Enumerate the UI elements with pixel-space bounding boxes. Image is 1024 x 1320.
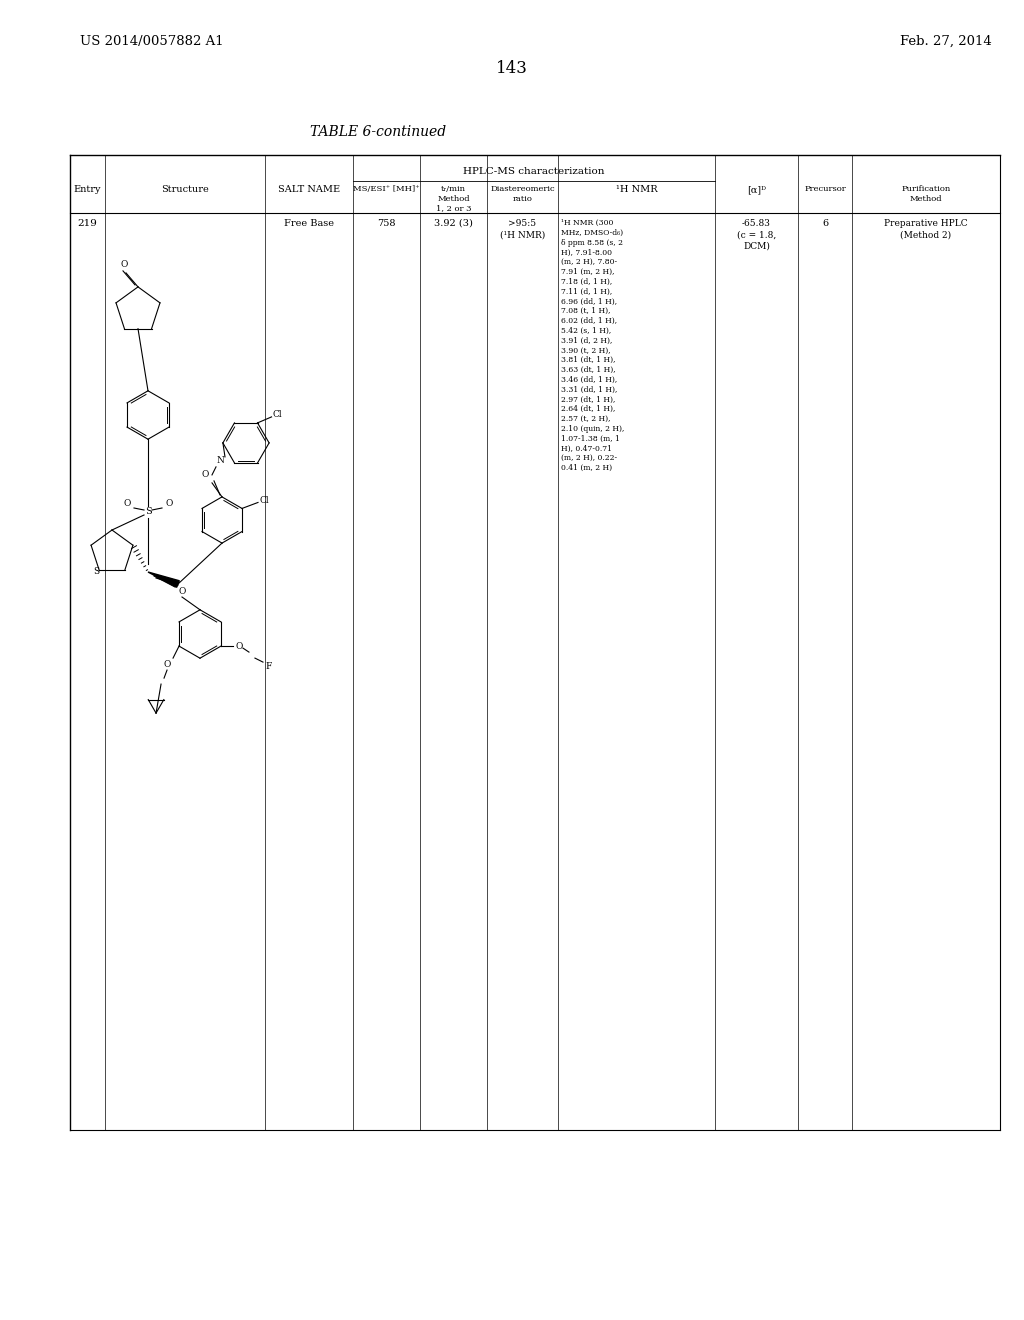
Text: Feb. 27, 2014: Feb. 27, 2014	[900, 36, 992, 48]
Text: O: O	[165, 499, 173, 508]
Text: ¹H NMR (300
MHz, DMSO-d₆)
δ ppm 8.58 (s, 2
H), 7.91-8.00
(m, 2 H), 7.80-
7.91 (m: ¹H NMR (300 MHz, DMSO-d₆) δ ppm 8.58 (s,…	[561, 219, 625, 473]
Text: US 2014/0057882 A1: US 2014/0057882 A1	[80, 36, 223, 48]
Text: O: O	[164, 660, 171, 669]
Text: Entry: Entry	[74, 185, 101, 194]
Text: 3.92 (3): 3.92 (3)	[434, 219, 473, 228]
Text: ¹H NMR: ¹H NMR	[615, 185, 657, 194]
Text: 758: 758	[377, 219, 395, 228]
Text: O: O	[178, 587, 185, 597]
Text: tᵣ/min
Method
1, 2 or 3: tᵣ/min Method 1, 2 or 3	[436, 185, 471, 213]
Text: Cl: Cl	[259, 496, 269, 506]
Text: TABLE 6-continued: TABLE 6-continued	[310, 125, 446, 139]
Text: O: O	[202, 470, 209, 479]
Text: 6: 6	[822, 219, 828, 228]
Text: >95:5
(¹H NMR): >95:5 (¹H NMR)	[500, 219, 545, 239]
Text: 143: 143	[496, 59, 528, 77]
Text: F: F	[266, 661, 272, 671]
Text: Structure: Structure	[161, 185, 209, 194]
Text: Precursor: Precursor	[804, 185, 846, 193]
Text: [α]ᴰ: [α]ᴰ	[746, 185, 766, 194]
Text: S: S	[144, 507, 152, 516]
Polygon shape	[148, 572, 179, 587]
Text: N: N	[216, 457, 224, 466]
Text: O: O	[123, 499, 131, 508]
Text: Purification
Method: Purification Method	[901, 185, 950, 203]
Text: Free Base: Free Base	[284, 219, 334, 228]
Text: Preparative HPLC
(Method 2): Preparative HPLC (Method 2)	[884, 219, 968, 239]
Text: Cl: Cl	[272, 411, 283, 420]
Text: O: O	[120, 260, 128, 269]
Text: S: S	[93, 568, 99, 577]
Text: MS/ESI⁺ [MH]⁺: MS/ESI⁺ [MH]⁺	[353, 185, 420, 193]
Text: O: O	[236, 642, 243, 651]
Text: 219: 219	[78, 219, 97, 228]
Text: Diastereomeric
ratio: Diastereomeric ratio	[490, 185, 555, 203]
Text: HPLC-MS characterization: HPLC-MS characterization	[463, 168, 605, 176]
Text: -65.83
(c = 1.8,
DCM): -65.83 (c = 1.8, DCM)	[737, 219, 776, 251]
Text: SALT NAME: SALT NAME	[278, 185, 340, 194]
